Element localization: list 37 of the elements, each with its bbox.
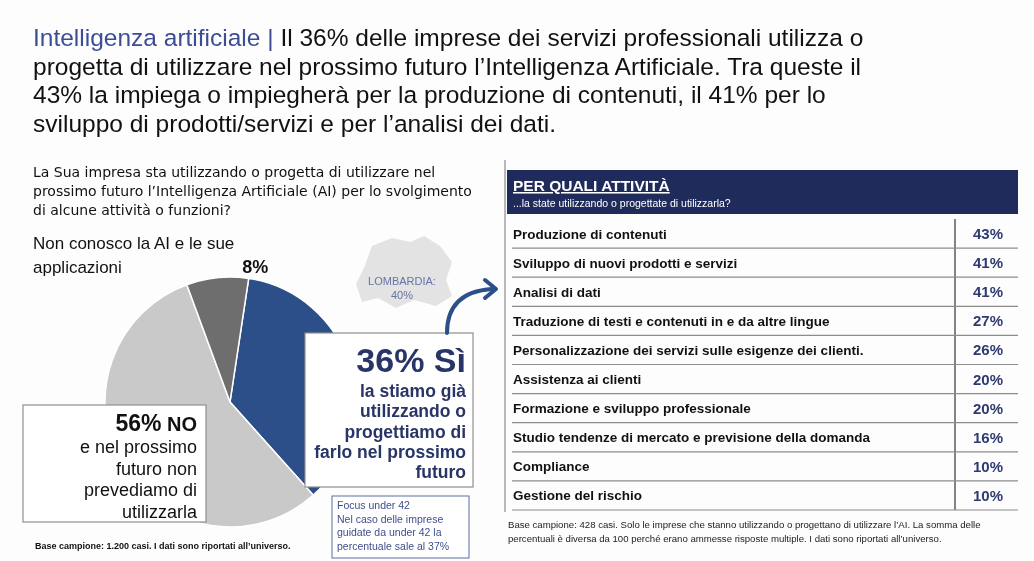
chart-title: Intelligenza artificiale | Il 36% delle imprese dei servizi professionali utilizza o progetta di utilizzare nel prossimo futuro l’Intelligenza Artificiale. Tra queste il 43% la impiega o impiegherà per la produzione di contenuti, il 41% per lo sviluppo di prodotti/servizi e per l’analisi dei dati. bbox=[33, 24, 864, 137]
text: Base campione: 428 casi. Solo le imprese che stanno utilizzando o progettano di utilizzare l’AI. La somma delle percentuali è diversa da 100 perché erano ammesse risposte multiple. I dati sono riportati all’universo. bbox=[508, 519, 981, 544]
text: LOMBARDIA: 40% bbox=[368, 275, 436, 301]
category-label: Compliance bbox=[513, 459, 591, 475]
data-label: 16% bbox=[972, 428, 1004, 446]
category-label: Formazione e sviluppo professionale bbox=[513, 401, 752, 417]
text: Nel caso delle imprese guidate da under 42 la percentuale sale al 37% bbox=[337, 512, 450, 552]
data-label: 20% bbox=[972, 399, 1004, 417]
data-label: 26% bbox=[972, 341, 1004, 359]
text: PER QUALI ATTIVITÀ bbox=[513, 177, 670, 194]
category-label: Analisi di dati bbox=[513, 284, 601, 300]
text: Focus under 42 bbox=[337, 499, 411, 511]
text: Base campione: 1.200 casi. I dati sono riportati all’universo. bbox=[35, 541, 291, 551]
data-label: 56% bbox=[115, 410, 162, 436]
slice-label: NO bbox=[161, 413, 197, 435]
category-label: Gestione del rischio bbox=[513, 488, 643, 504]
category-label: Studio tendenze di mercato e previsione della domanda bbox=[513, 430, 871, 446]
legend-label: Sì bbox=[424, 341, 466, 379]
text: e nel prossimo futuro non prevediamo di utilizzarla bbox=[79, 437, 198, 522]
category-label: Traduzione di testi e contenuti in e da altre lingue bbox=[513, 313, 831, 329]
data-label: 27% bbox=[972, 312, 1004, 330]
category-label: Produzione di contenuti bbox=[513, 226, 667, 242]
data-label: 8% bbox=[242, 257, 269, 277]
data-label: 36% bbox=[356, 341, 425, 379]
chart-subtitle: La Sua impresa sta utilizzando o progetta di utilizzare nel prossimo futuro l’Intelligenza Artificiale (AI) per lo svolgimento di alcune attività o funzioni? bbox=[33, 164, 472, 218]
data-label: 41% bbox=[972, 254, 1004, 272]
data-label: 43% bbox=[972, 225, 1004, 243]
category-label: Personalizzazione dei servizi sulle esigenze dei clienti. bbox=[513, 342, 864, 358]
data-label: 10% bbox=[972, 486, 1004, 504]
category-label: Assistenza ai clienti bbox=[513, 372, 642, 388]
category-label: Sviluppo di nuovi prodotti e servizi bbox=[513, 255, 738, 271]
slice-label: Non conosco la AI e le sue applicazioni bbox=[33, 234, 235, 277]
text: ...la state utilizzando o progettate di utilizzarla? bbox=[513, 197, 731, 209]
data-label: 10% bbox=[972, 457, 1004, 475]
data-label: 20% bbox=[972, 370, 1004, 388]
text: la stiamo già utilizzando o progettiamo di farlo nel prossimo futuro bbox=[314, 381, 467, 483]
data-label: 41% bbox=[972, 283, 1004, 301]
